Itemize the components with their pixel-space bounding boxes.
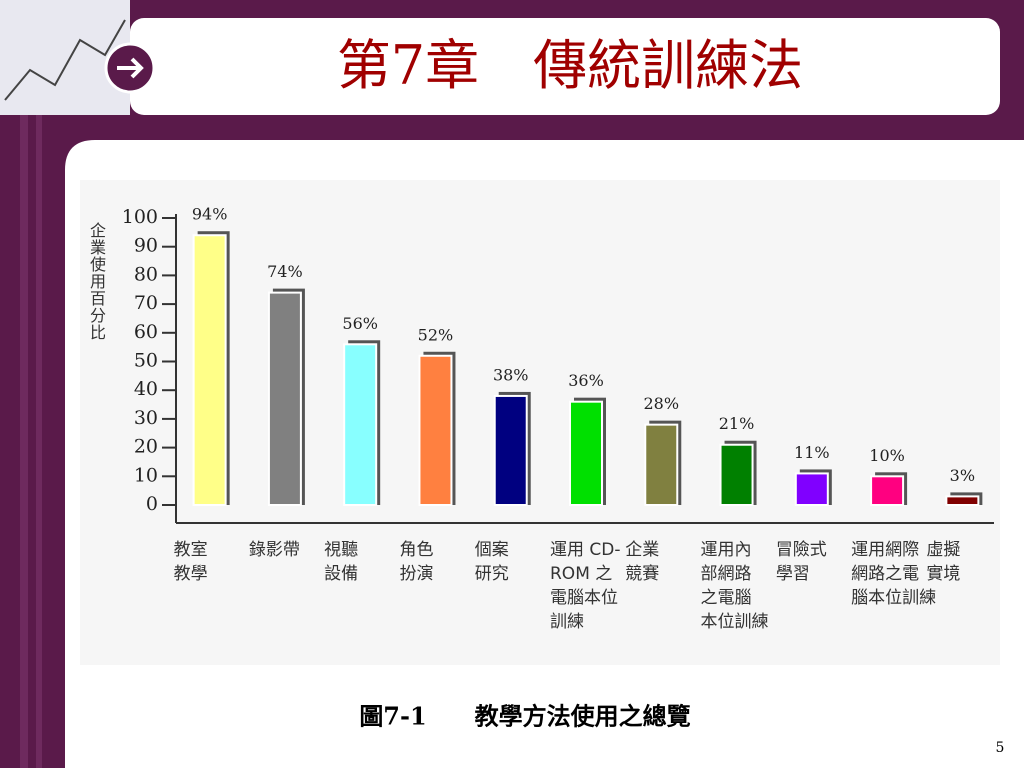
x-tick-label: 虛擬 實境 (926, 540, 961, 584)
x-tick-label: 角色 扮演 (399, 540, 434, 584)
value-label: 74% (267, 262, 303, 281)
bar (343, 343, 378, 506)
y-tick-label: 100 (122, 206, 158, 228)
value-label: 56% (342, 314, 378, 333)
y-tick-label: 60 (134, 321, 158, 343)
value-label: 11% (794, 443, 830, 462)
value-label: 10% (869, 446, 905, 465)
x-tick-label: 視聽 設備 (324, 540, 359, 584)
value-label: 28% (643, 394, 679, 413)
bar (719, 443, 754, 507)
x-tick-label: 運用內 部網路 之電腦 本位訓練 (700, 540, 769, 632)
x-tick-label: 運用 CD- ROM 之 電腦本位 訓練 (550, 540, 621, 632)
value-label: 38% (493, 365, 529, 384)
y-tick-label: 0 (146, 493, 158, 515)
x-tick-label: 企業 競賽 (625, 540, 660, 584)
y-tick-label: 40 (134, 378, 158, 400)
x-tick-label: 冒險式 學習 (775, 540, 827, 584)
plot-background (80, 180, 1000, 665)
bar (870, 475, 905, 506)
x-tick-label: 運用網際 網路之電 腦本位訓練 (851, 540, 937, 608)
bar (418, 354, 453, 507)
y-tick-label: 10 (134, 464, 158, 486)
value-label: 94% (192, 205, 228, 224)
title-box (130, 18, 1000, 115)
bar (644, 423, 679, 507)
y-tick-label: 70 (134, 292, 158, 314)
arrow-icon (117, 57, 144, 79)
x-tick-label: 錄影帶 (248, 540, 300, 560)
x-tick-label: 個案 研究 (474, 540, 509, 584)
stripe (20, 0, 28, 768)
x-tick-label: 教室 教學 (173, 540, 208, 584)
y-tick-label: 90 (134, 235, 158, 257)
y-tick-label: 80 (134, 263, 158, 285)
y-tick-label: 50 (134, 350, 158, 372)
y-tick-label: 30 (134, 407, 158, 429)
bar (267, 291, 302, 506)
bar (794, 472, 829, 506)
caption: 圖7-1 教學方法使用之總覽 (359, 702, 690, 731)
bar (493, 394, 528, 506)
page-number: 5 (996, 740, 1005, 756)
stripe (36, 0, 42, 768)
y-tick-label: 20 (134, 436, 158, 458)
logo-line (4, 19, 126, 101)
value-label: 52% (418, 325, 454, 344)
value-label: 21% (719, 414, 755, 433)
value-label: 3% (950, 466, 975, 485)
value-label: 36% (568, 371, 604, 390)
y-axis-label: 企業使用百分比 (87, 222, 106, 341)
slide-title: 第7章 傳統訓練法 (337, 34, 803, 97)
bar (569, 400, 603, 506)
bar (945, 495, 980, 507)
bar (192, 234, 227, 506)
